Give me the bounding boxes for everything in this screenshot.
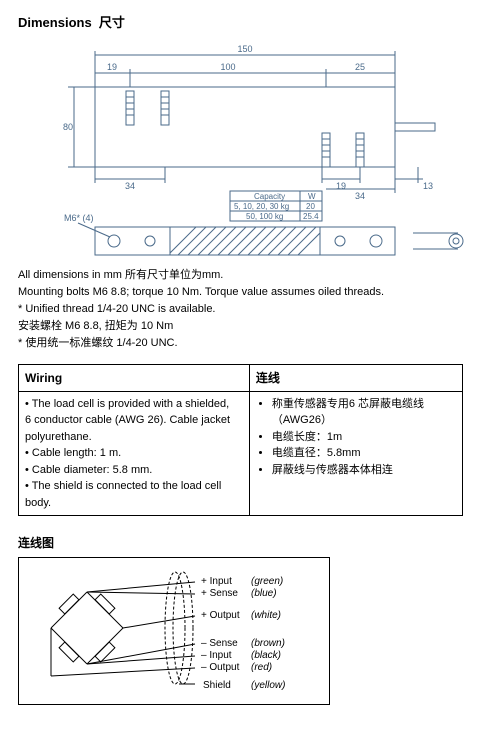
note-2: Mounting bolts M6 8.8; torque 10 Nm. Tor… <box>18 285 485 301</box>
dim-title-en: Dimensions <box>18 15 92 30</box>
svg-text:– Input: – Input <box>201 650 232 661</box>
note-4: 安装螺栓 M6 8.8, 扭矩为 10 Nm <box>18 319 485 335</box>
wiring-header-en: Wiring <box>19 364 250 391</box>
dimension-notes: All dimensions in mm 所有尺寸单位为mm. Mounting… <box>18 268 485 352</box>
wiring-en-l6: • The shield is connected to the load ce… <box>25 478 243 495</box>
note-3: * Unified thread 1/4-20 UNC is available… <box>18 302 485 318</box>
dimension-drawing: 150 19 100 25 80 34 19 34 13 M6* (4) Cap… <box>18 37 468 262</box>
svg-text:(black): (black) <box>251 650 281 661</box>
wiring-en-cell: • The load cell is provided with a shiel… <box>19 391 250 516</box>
note-5: * 使用统一标准螺纹 1/4-20 UNC. <box>18 336 485 352</box>
svg-text:80: 80 <box>63 122 73 132</box>
svg-text:+ Input: + Input <box>201 576 232 587</box>
dimensions-heading: Dimensions 尺寸 <box>18 12 485 31</box>
wiring-table: Wiring 连线 • The load cell is provided wi… <box>18 364 463 517</box>
wiring-en-l1: • The load cell is provided with a shiel… <box>25 396 243 413</box>
svg-text:19: 19 <box>107 62 117 72</box>
svg-text:(green): (green) <box>251 576 283 587</box>
svg-text:34: 34 <box>125 181 135 191</box>
svg-text:34: 34 <box>355 191 365 201</box>
wiring-en-l7: body. <box>25 495 243 512</box>
wiring-en-l2: 6 conductor cable (AWG 26). Cable jacket <box>25 412 243 429</box>
svg-text:Shield: Shield <box>203 680 231 691</box>
svg-text:(white): (white) <box>251 610 281 621</box>
svg-text:(brown): (brown) <box>251 638 285 649</box>
wiring-header-cn: 连线 <box>249 364 462 391</box>
wiring-en-l5: • Cable diameter: 5.8 mm. <box>25 462 243 479</box>
svg-text:W: W <box>308 192 316 201</box>
note-1: All dimensions in mm 所有尺寸单位为mm. <box>18 268 485 284</box>
svg-text:5, 10, 20, 30 kg: 5, 10, 20, 30 kg <box>234 202 289 211</box>
wiring-cn-l4: 屏蔽线与传感器本体相连 <box>272 462 456 479</box>
svg-text:25: 25 <box>355 62 365 72</box>
svg-text:+ Sense: + Sense <box>201 588 238 599</box>
svg-text:(red): (red) <box>251 662 272 673</box>
svg-text:150: 150 <box>237 44 252 54</box>
svg-text:+ Output: + Output <box>201 610 240 621</box>
svg-text:M6* (4): M6* (4) <box>64 213 94 223</box>
svg-text:Capacity: Capacity <box>254 192 285 201</box>
svg-text:– Output: – Output <box>201 662 240 673</box>
wiring-en-l4: • Cable length: 1 m. <box>25 445 243 462</box>
svg-text:13: 13 <box>423 181 433 191</box>
svg-text:(blue): (blue) <box>251 588 277 599</box>
wiring-cn-l2: 电缆长度：1m <box>272 429 456 446</box>
svg-text:– Sense: – Sense <box>201 638 238 649</box>
svg-text:20: 20 <box>306 202 315 211</box>
svg-text:(yellow): (yellow) <box>251 680 285 691</box>
svg-text:19: 19 <box>336 181 346 191</box>
dim-title-cn: 尺寸 <box>99 15 125 30</box>
svg-text:50, 100 kg: 50, 100 kg <box>246 212 283 221</box>
wiring-cn-l3: 电缆直径：5.8mm <box>272 445 456 462</box>
wiring-diagram: + Input (green) + Sense (blue) + Output (wh… <box>18 557 330 705</box>
wiring-cn-l1: 称重传感器专用6 芯屏蔽电缆线（AWG26） <box>272 396 456 429</box>
svg-text:25.4: 25.4 <box>303 212 319 221</box>
wiring-cn-cell: 称重传感器专用6 芯屏蔽电缆线（AWG26） 电缆长度：1m 电缆直径：5.8m… <box>249 391 462 516</box>
wiring-diagram-heading: 连线图 <box>18 534 485 551</box>
svg-text:100: 100 <box>220 62 235 72</box>
wiring-en-l3: polyurethane. <box>25 429 243 446</box>
